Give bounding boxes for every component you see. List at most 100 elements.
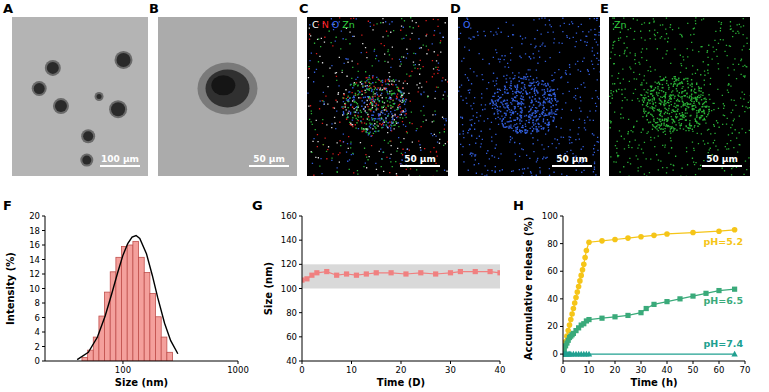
- particle: [83, 131, 93, 141]
- x-axis: [563, 361, 745, 362]
- y-tick-label: 2: [35, 342, 40, 352]
- y-tick: [42, 303, 45, 304]
- y-tick: [42, 288, 45, 289]
- x-axis-label: Size (nm): [115, 377, 168, 388]
- series-marker: [716, 228, 722, 234]
- series-marker: [324, 269, 329, 274]
- y-tick-label: 60: [547, 266, 558, 276]
- series-marker: [599, 238, 605, 244]
- x-tick: [719, 361, 720, 364]
- x-axis: [45, 361, 238, 362]
- series-line: [563, 230, 735, 354]
- image-background: [158, 17, 297, 176]
- y-tick-label: 0: [553, 349, 558, 359]
- image-content: [609, 17, 750, 176]
- y-tick-label: 40: [547, 294, 558, 304]
- y-tick: [299, 312, 302, 313]
- series-line: [77, 236, 178, 360]
- y-tick: [560, 271, 563, 272]
- x-tick-label: 30: [445, 365, 456, 375]
- series-marker: [731, 351, 737, 357]
- series-marker: [403, 271, 408, 276]
- y-tick: [42, 317, 45, 318]
- scale-bar-label: 50 μm: [706, 154, 738, 164]
- x-tick: [667, 361, 668, 364]
- y-tick: [560, 354, 563, 355]
- x-tick: [500, 361, 501, 364]
- series-line: [302, 272, 500, 280]
- scale-bar: [400, 165, 440, 167]
- y-tick: [42, 245, 45, 246]
- element-signal: [308, 17, 448, 176]
- y-tick-label: 100: [542, 211, 558, 221]
- image-panel: O50 μmD: [450, 1, 601, 177]
- y-tick-label: 140: [281, 235, 297, 245]
- y-tick: [42, 259, 45, 260]
- panel-label: G: [252, 198, 263, 213]
- y-tick: [42, 346, 45, 347]
- series-marker: [374, 270, 379, 275]
- y-tick-label: 80: [547, 239, 558, 249]
- element-signal: [307, 18, 447, 174]
- series-marker: [586, 239, 592, 245]
- histogram-bar: [82, 357, 88, 361]
- series-label: pH=7.4: [703, 338, 743, 349]
- element-labels: CNOZn: [312, 19, 355, 30]
- axes: 100100002468101214161820Size (nm)Intensi…: [3, 198, 249, 388]
- y-tick-label: 0: [35, 356, 40, 366]
- y-tick-label: 16: [29, 240, 40, 250]
- scale-bar: [702, 165, 742, 167]
- histogram-bar: [122, 246, 128, 361]
- series-marker: [577, 278, 583, 284]
- y-tick-label: 6: [35, 313, 40, 323]
- series-marker: [568, 317, 574, 323]
- x-axis-label: Time (D): [377, 377, 425, 388]
- x-tick-label: 50: [688, 365, 699, 375]
- particle: [97, 94, 102, 99]
- x-tick: [641, 361, 642, 364]
- histogram-bar: [161, 337, 167, 361]
- series-marker: [716, 288, 721, 293]
- y-tick-label: 20: [29, 211, 40, 221]
- series-marker: [664, 231, 670, 237]
- y-tick: [42, 230, 45, 231]
- y-tick: [299, 240, 302, 241]
- y-tick-label: 80: [286, 308, 297, 318]
- series-marker: [572, 300, 578, 306]
- y-axis-label: Accumulative release (%): [523, 217, 534, 360]
- panel-label: B: [149, 1, 159, 16]
- particle-halo: [109, 100, 127, 118]
- x-tick-label: 1000: [227, 365, 249, 375]
- x-tick: [615, 361, 616, 364]
- particle: [82, 156, 91, 165]
- panel-label: A: [3, 1, 13, 16]
- x-tick: [693, 361, 694, 364]
- x-tick: [563, 361, 564, 364]
- series-marker: [690, 293, 695, 298]
- x-tick: [745, 361, 746, 364]
- series-marker: [599, 316, 604, 321]
- image-background: [307, 17, 448, 176]
- series-marker: [569, 311, 575, 317]
- particle: [117, 53, 131, 67]
- axes: 010203040506070020406080100Time (h)Accum…: [513, 198, 750, 388]
- panel-label: H: [513, 198, 524, 213]
- x-tick-label: 30: [636, 365, 647, 375]
- series-marker: [580, 267, 586, 273]
- y-tick: [560, 326, 563, 327]
- series-marker: [584, 248, 590, 254]
- x-tick-label: 40: [662, 365, 673, 375]
- series-marker: [612, 237, 618, 243]
- histogram-bar: [110, 272, 116, 361]
- series-marker: [612, 314, 617, 319]
- series-marker: [573, 295, 579, 301]
- x-tick-label: 0: [560, 365, 565, 375]
- series-marker: [651, 233, 657, 239]
- series-marker: [389, 270, 394, 275]
- panel-label: E: [600, 1, 609, 16]
- series-marker: [364, 271, 369, 276]
- histogram-bar: [139, 257, 145, 361]
- y-tick-label: 8: [35, 298, 40, 308]
- x-tick: [351, 361, 352, 364]
- panel-label: F: [3, 198, 12, 213]
